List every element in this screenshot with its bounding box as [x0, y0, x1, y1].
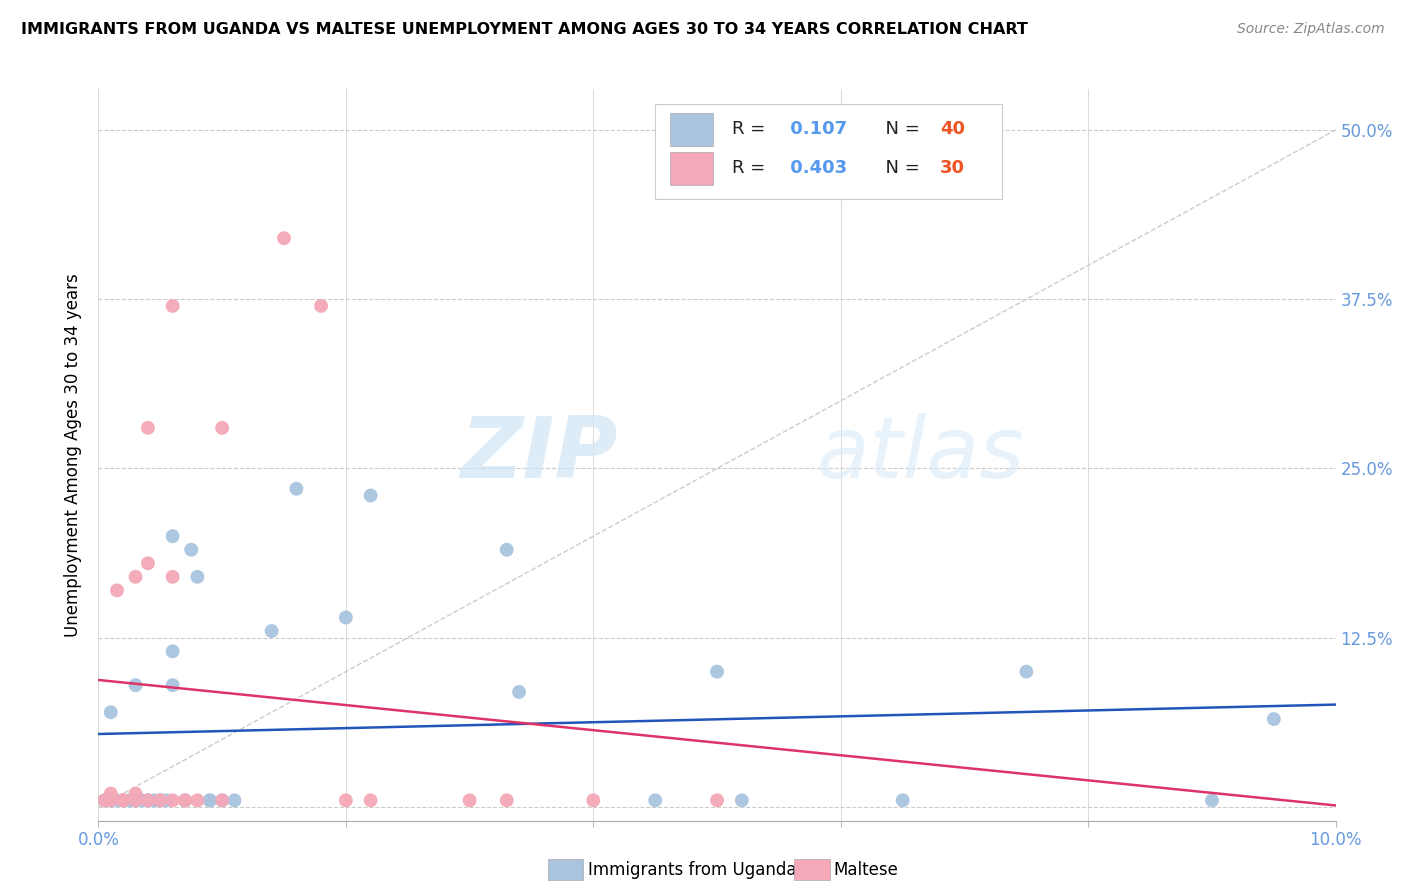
Point: [100, 793, 122, 807]
Point: [149, 793, 172, 807]
Point: [100, 793, 122, 807]
Text: IMMIGRANTS FROM UGANDA VS MALTESE UNEMPLOYMENT AMONG AGES 30 TO 34 YEARS CORRELA: IMMIGRANTS FROM UGANDA VS MALTESE UNEMPL…: [21, 22, 1028, 37]
Point: [731, 793, 754, 807]
Point: [495, 542, 517, 557]
Point: [124, 793, 146, 807]
Point: [162, 644, 184, 658]
Point: [112, 793, 135, 807]
Point: [309, 299, 332, 313]
Point: [105, 793, 128, 807]
Point: [335, 610, 357, 624]
Point: [174, 793, 197, 807]
Point: [93, 793, 115, 807]
Point: [1201, 793, 1223, 807]
Text: 0.107: 0.107: [785, 120, 846, 138]
Text: 40: 40: [939, 120, 965, 138]
Point: [224, 793, 246, 807]
Point: [644, 793, 666, 807]
Text: Maltese: Maltese: [834, 861, 898, 879]
Point: [124, 678, 146, 692]
Point: [112, 793, 135, 807]
Point: [706, 665, 728, 679]
Point: [124, 787, 146, 801]
Text: Source: ZipAtlas.com: Source: ZipAtlas.com: [1237, 22, 1385, 37]
Point: [211, 793, 233, 807]
Point: [124, 793, 146, 807]
Text: N =: N =: [875, 120, 925, 138]
Point: [155, 793, 177, 807]
Point: [136, 793, 159, 807]
Point: [124, 570, 146, 584]
Point: [136, 793, 159, 807]
Text: Immigrants from Uganda: Immigrants from Uganda: [588, 861, 796, 879]
Point: [136, 421, 159, 435]
Point: [112, 793, 135, 807]
Point: [105, 583, 128, 598]
Point: [162, 678, 184, 692]
Point: [211, 421, 233, 435]
Bar: [671, 152, 713, 185]
Point: [149, 793, 172, 807]
Point: [162, 299, 184, 313]
Point: [180, 542, 202, 557]
Point: [582, 793, 605, 807]
Text: N =: N =: [875, 159, 925, 178]
Bar: [671, 113, 713, 146]
Point: [186, 793, 208, 807]
Point: [100, 787, 122, 801]
Point: [174, 793, 197, 807]
Point: [273, 231, 295, 245]
Point: [186, 570, 208, 584]
Point: [162, 793, 184, 807]
Point: [149, 793, 172, 807]
Bar: [655, 103, 1001, 199]
Text: ZIP: ZIP: [460, 413, 619, 497]
Point: [136, 556, 159, 570]
Point: [149, 793, 172, 807]
Point: [174, 793, 197, 807]
Point: [458, 793, 481, 807]
Point: [495, 793, 517, 807]
Point: [360, 489, 382, 503]
Point: [260, 624, 283, 638]
Point: [1263, 712, 1285, 726]
Point: [143, 793, 166, 807]
Point: [118, 793, 141, 807]
Point: [93, 793, 115, 807]
Point: [211, 793, 233, 807]
Text: 30: 30: [939, 159, 965, 178]
Point: [136, 793, 159, 807]
Point: [360, 793, 382, 807]
Point: [1015, 665, 1038, 679]
Point: [335, 793, 357, 807]
Point: [162, 529, 184, 543]
Point: [100, 706, 122, 720]
Point: [198, 793, 221, 807]
Y-axis label: Unemployment Among Ages 30 to 34 years: Unemployment Among Ages 30 to 34 years: [65, 273, 83, 637]
Point: [162, 570, 184, 584]
Point: [285, 482, 308, 496]
Text: atlas: atlas: [815, 413, 1024, 497]
Point: [112, 793, 135, 807]
Point: [131, 793, 153, 807]
Point: [508, 685, 530, 699]
Text: 0.403: 0.403: [785, 159, 846, 178]
Point: [891, 793, 914, 807]
Text: R =: R =: [733, 120, 770, 138]
Point: [124, 793, 146, 807]
Point: [198, 793, 221, 807]
Text: R =: R =: [733, 159, 770, 178]
Point: [706, 793, 728, 807]
